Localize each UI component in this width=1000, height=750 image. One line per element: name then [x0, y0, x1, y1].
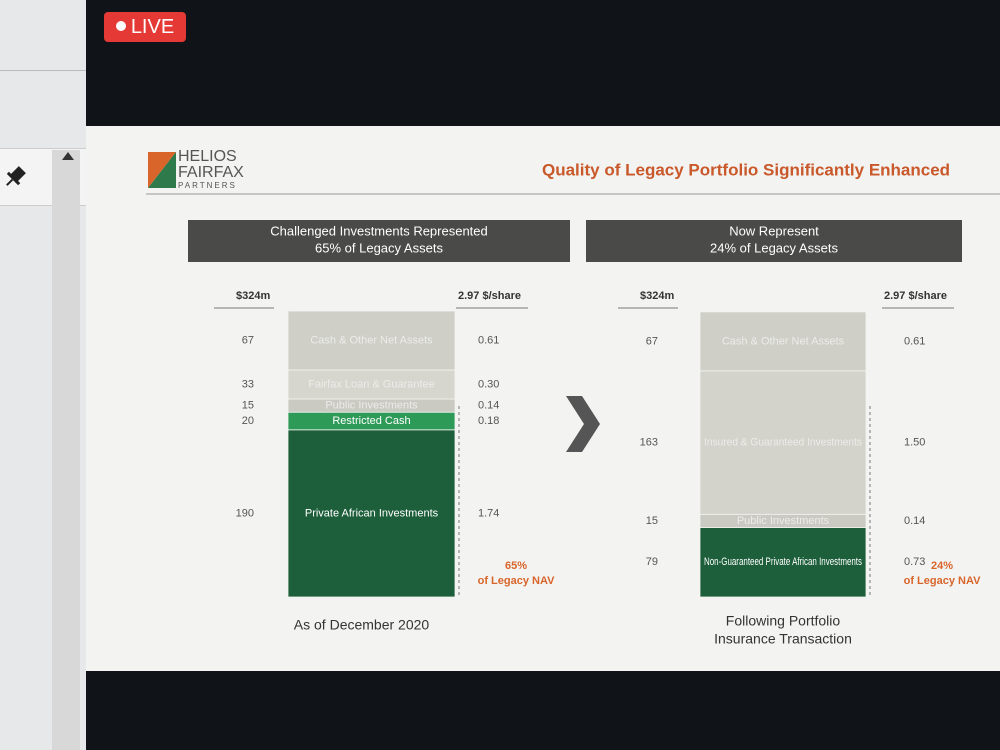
- panel-header-text: Challenged Investments Represented: [270, 223, 488, 238]
- per-share-label: 0.30: [478, 378, 499, 390]
- logo-text: FAIRFAX: [178, 164, 244, 181]
- caption: As of December 2020: [294, 617, 430, 633]
- panel-header-text: 65% of Legacy Assets: [315, 240, 443, 255]
- nav-label: of Legacy NAV: [478, 575, 555, 587]
- column-header: 2.97 $/share: [458, 290, 521, 302]
- per-share-label: 0.61: [478, 334, 499, 346]
- slide-title: Quality of Legacy Portfolio Significantl…: [542, 160, 950, 179]
- segment-label: Non-Guaranteed Private African Investmen…: [704, 556, 862, 568]
- amount-label: 67: [646, 335, 658, 347]
- column-header: $324m: [640, 290, 674, 302]
- amount-label: 15: [242, 400, 254, 412]
- segment-label: Cash & Other Net Assets: [722, 335, 845, 347]
- segment-label: Restricted Cash: [332, 415, 410, 427]
- nav-percent: 24%: [931, 560, 953, 572]
- caption: Insurance Transaction: [714, 631, 852, 647]
- caption: Following Portfolio: [726, 613, 841, 629]
- segment-label: Public Investments: [737, 515, 830, 527]
- slide-canvas: HELIOS FAIRFAX PARTNERS Quality of Legac…: [146, 148, 1000, 647]
- segment: [287, 429, 456, 598]
- per-share-label: 1.50: [904, 436, 925, 448]
- pin-icon[interactable]: [0, 0, 86, 200]
- arrow-chevron: [566, 396, 600, 452]
- logo-mark: [148, 152, 176, 188]
- segment-label: Private African Investments: [305, 507, 439, 519]
- amount-label: 79: [646, 556, 658, 568]
- per-share-label: 0.14: [904, 515, 925, 527]
- logo-text: PARTNERS: [178, 181, 237, 190]
- live-text: LIVE: [130, 16, 175, 38]
- segment-label: Fairfax Loan & Guarantee: [308, 378, 435, 390]
- per-share-label: 0.14: [478, 400, 499, 412]
- column-header: $324m: [236, 290, 270, 302]
- panel-header-text: 24% of Legacy Assets: [710, 240, 838, 255]
- panel-header: [586, 220, 962, 262]
- segment-label: Public Investments: [325, 400, 418, 412]
- per-share-label: 0.61: [904, 335, 925, 347]
- browser-sidebar: [0, 0, 86, 750]
- divider: [0, 70, 86, 71]
- nav-label: of Legacy NAV: [904, 575, 981, 587]
- logo-text: HELIOS: [178, 148, 237, 165]
- segment: [699, 527, 867, 598]
- segment-label: Insured & Guaranteed Investments: [704, 436, 862, 448]
- slide: HELIOS FAIRFAX PARTNERS Quality of Legac…: [86, 126, 1000, 671]
- segment: [287, 310, 456, 371]
- per-share-label: 0.18: [478, 415, 499, 427]
- amount-label: 163: [640, 436, 658, 448]
- amount-label: 33: [242, 378, 254, 390]
- amount-label: 15: [646, 515, 658, 527]
- scrollbar[interactable]: [52, 150, 80, 750]
- live-badge: LIVE: [104, 12, 186, 42]
- segment: [699, 311, 867, 372]
- amount-label: 20: [242, 415, 254, 427]
- amount-label: 67: [242, 334, 254, 346]
- amount-label: 190: [236, 507, 254, 519]
- per-share-label: 0.73: [904, 556, 925, 568]
- nav-percent: 65%: [505, 560, 527, 572]
- column-header: 2.97 $/share: [884, 290, 947, 302]
- panel-header-text: Now Represent: [729, 223, 819, 238]
- per-share-label: 1.74: [478, 507, 499, 519]
- panel-header: [188, 220, 570, 262]
- segment: [699, 370, 867, 515]
- segment-label: Cash & Other Net Assets: [310, 334, 433, 346]
